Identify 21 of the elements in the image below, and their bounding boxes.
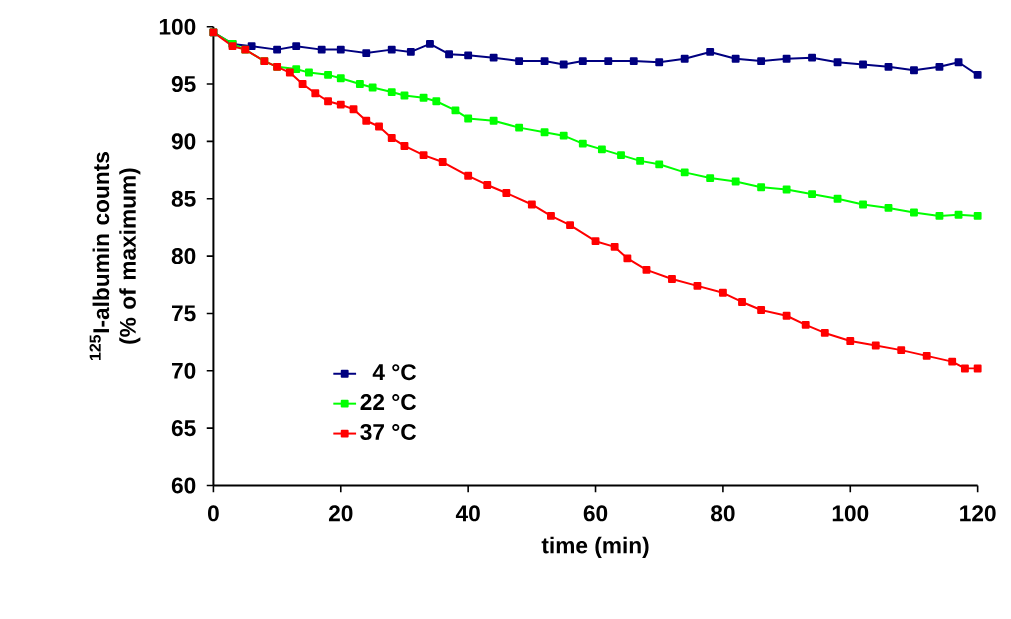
x-tick-label: 120	[960, 505, 996, 522]
legend-label: 22 °C	[360, 394, 417, 411]
y-tick-label: 95	[171, 76, 196, 93]
y-tick-label: 75	[172, 305, 196, 322]
y-tick-label: 85	[171, 190, 196, 207]
y-tick-label: 70	[172, 362, 196, 379]
y-tick-label: 60	[171, 477, 196, 494]
y-axis-title: $^{125}$I-albumin counts (% of maximum)	[89, 152, 141, 361]
y-tick-label: 80	[171, 248, 196, 265]
y-tick-label: 100	[159, 18, 196, 35]
y-tick-label: 65	[171, 420, 196, 437]
x-tick-label: 20	[328, 505, 353, 522]
x-tick-label: 0	[208, 505, 219, 522]
x-tick-label: 80	[711, 505, 735, 522]
y-tick-label: 90	[171, 133, 196, 150]
x-tick-label: 40	[455, 505, 480, 522]
x-tick-label: 60	[583, 505, 608, 522]
legend-label: 37 °C	[360, 424, 417, 441]
x-tick-label: 100	[832, 505, 869, 522]
x-axis-title: time (min)	[541, 536, 649, 558]
legend-label: 4 °C	[372, 364, 417, 381]
